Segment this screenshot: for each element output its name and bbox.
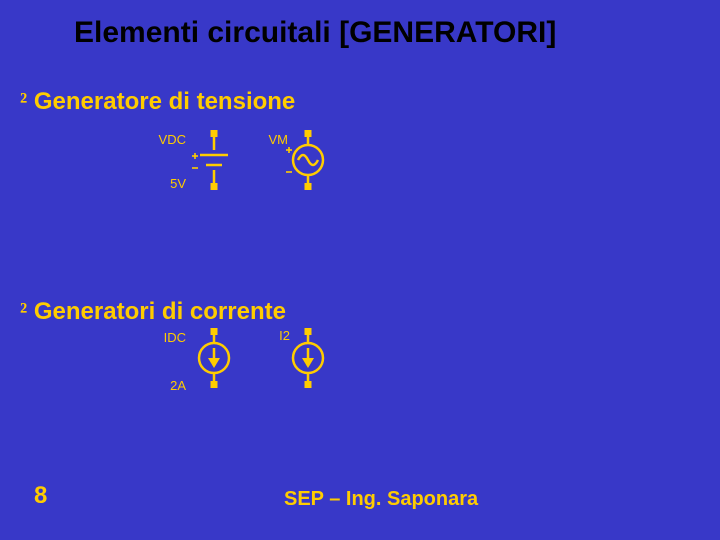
dc-current-source-icon	[192, 326, 242, 396]
label-vdc: VDC	[136, 132, 186, 147]
bullet-icon: ²	[20, 89, 27, 115]
bullet-icon: ²	[20, 299, 27, 325]
section-label: Generatore di tensione	[34, 88, 295, 115]
current-source-icon	[286, 326, 336, 396]
page-number: 8	[34, 482, 47, 510]
page-title: Elementi circuitali [GENERATORI]	[74, 16, 556, 50]
ac-voltage-source-icon	[286, 128, 336, 198]
section-voltage-generators: ² Generatore di tensione	[20, 88, 295, 116]
label-2a: 2A	[136, 378, 186, 393]
label-5v: 5V	[136, 176, 186, 191]
label-vm: VM	[238, 132, 288, 147]
dc-voltage-source-icon	[192, 128, 242, 198]
section-label: Generatori di corrente	[34, 298, 286, 325]
section-current-generators: ² Generatori di corrente	[20, 298, 286, 326]
footer-author: SEP – Ing. Saponara	[284, 488, 478, 511]
label-idc: IDC	[136, 330, 186, 345]
